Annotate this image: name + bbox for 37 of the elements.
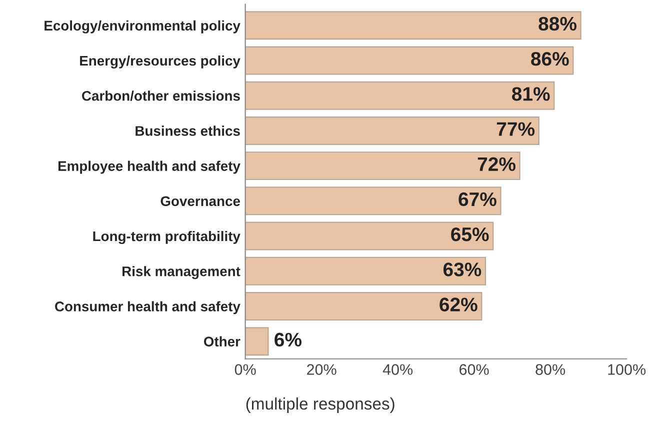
data-label: 62%: [440, 298, 478, 312]
y-tick-label: Energy/resources policy: [80, 55, 240, 68]
y-tick-label: Long-term profitability: [93, 230, 240, 244]
x-tick-label: 80%: [536, 364, 566, 375]
data-label: 6%: [274, 332, 302, 347]
data-label: 63%: [443, 262, 482, 276]
bar: [245, 116, 540, 145]
x-tick-label: 60%: [460, 364, 489, 375]
y-tick-label: Ecology/environmental policy: [44, 20, 240, 34]
bar: [245, 46, 574, 75]
x-tick-label: 20%: [307, 364, 336, 375]
y-tick-label: Carbon/other emissions: [82, 90, 240, 101]
bar: [245, 256, 486, 286]
data-label: 88%: [538, 16, 576, 31]
bar: [245, 81, 555, 110]
bar: [245, 186, 502, 216]
y-tick-label: Governance: [160, 196, 240, 206]
bar: [245, 327, 269, 356]
bar: [245, 11, 582, 40]
bar: [245, 292, 482, 320]
y-tick-label: Risk management: [122, 266, 240, 280]
y-tick-label: Employee health and safety: [58, 160, 240, 174]
bar: [245, 222, 494, 250]
x-tick-label: 40%: [382, 364, 413, 375]
bar: [245, 152, 520, 180]
y-tick-label: Business ethics: [136, 126, 240, 136]
data-label: 67%: [458, 192, 496, 206]
data-label: 77%: [496, 122, 535, 136]
x-tick-label: 0%: [234, 364, 256, 375]
x-tick-label: 100%: [608, 364, 646, 375]
x-axis-title: (multiple responses): [246, 397, 394, 413]
data-label: 72%: [478, 157, 516, 171]
data-label: 81%: [512, 87, 550, 101]
y-tick-label: Other: [204, 336, 240, 346]
data-label: 86%: [531, 52, 569, 66]
data-label: 65%: [451, 227, 489, 242]
y-tick-label: Consumer health and safety: [55, 301, 240, 314]
